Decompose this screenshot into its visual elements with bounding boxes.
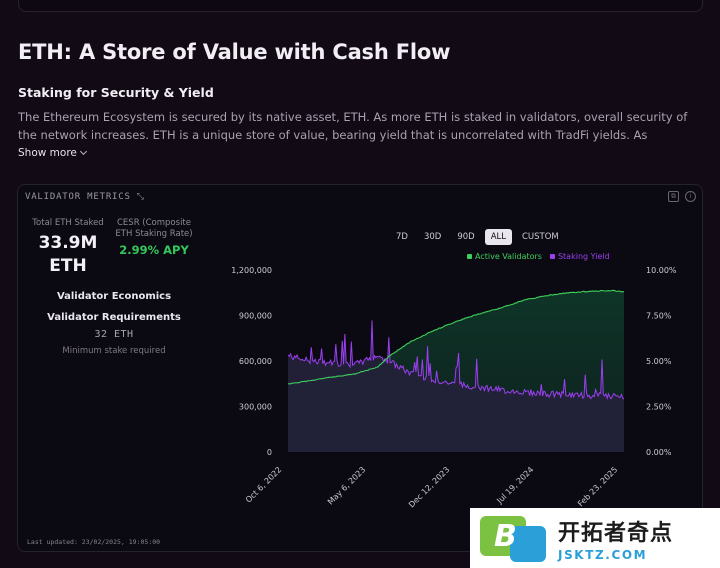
validator-requirements-title: Validator Requirements <box>47 312 181 323</box>
range-tab-all[interactable]: ALL <box>484 229 512 245</box>
collapse-icon[interactable]: ⤡ <box>136 192 145 202</box>
right-axis-tick: 0.00% <box>646 448 672 457</box>
legend-swatch <box>467 254 472 259</box>
validator-requirements-value: 32 ETH <box>94 329 134 340</box>
show-more-label: Show more <box>18 147 77 159</box>
left-axis-tick: 0 <box>267 448 272 457</box>
watermark-logo: B 开拓者奇点 JSKTZ.COM <box>470 508 720 568</box>
card-header: VALIDATOR METRICS ⤡ <box>25 192 145 202</box>
x-axis-tick: Oct 6, 2022 <box>244 465 284 505</box>
cesr-label-line2: ETH Staking Rate) <box>115 229 193 239</box>
staking-yield-line <box>287 320 625 400</box>
logo-text-en: JSKTZ.COM <box>558 547 648 562</box>
previous-card-bottom <box>18 0 703 12</box>
legend-staking-yield[interactable]: Staking Yield <box>549 252 610 261</box>
legend-swatch <box>549 254 555 259</box>
range-tabs: 7D 30D 90D ALL CUSTOM <box>390 229 565 245</box>
logo-mark-icon: B <box>480 512 546 564</box>
left-axis-tick: 300,000 <box>239 403 272 412</box>
card-title: VALIDATOR METRICS <box>25 192 131 202</box>
right-axis-tick: 7.50% <box>646 312 672 321</box>
page-title: ETH: A Store of Value with Cash Flow <box>18 40 451 64</box>
show-more-button[interactable]: Show more <box>18 147 87 159</box>
chart-legend: Active Validators Staking Yield <box>467 252 610 261</box>
left-axis-tick: 600,000 <box>239 357 272 366</box>
x-axis-tick: Feb 23, 2025 <box>576 465 619 508</box>
card-actions: ⧉ i <box>668 191 696 202</box>
total-staked-value-line1: 33.9M <box>38 233 98 253</box>
info-icon[interactable]: i <box>685 191 696 202</box>
x-axis-tick: Jul 19, 2024 <box>495 465 536 506</box>
svg-text:B: B <box>494 519 517 554</box>
x-axis-tick: May 6, 2023 <box>326 465 367 506</box>
section-title: Staking for Security & Yield <box>18 85 214 100</box>
cesr-value: 2.99% APY <box>119 243 189 257</box>
x-axis-tick: Dec 12, 2023 <box>407 465 451 509</box>
legend-active-validators[interactable]: Active Validators <box>467 252 542 261</box>
total-staked-label: Total ETH Staked <box>32 218 104 228</box>
cesr-label-line1: CESR (Composite <box>117 218 191 228</box>
logo-text-cn: 开拓者奇点 <box>558 520 674 546</box>
active-validators-line <box>287 289 625 385</box>
left-axis-tick: 1,200,000 <box>231 266 272 275</box>
right-axis-tick: 10.00% <box>646 266 677 275</box>
range-tab-custom[interactable]: CUSTOM <box>522 232 559 242</box>
last-updated: Last updated: 23/02/2025, 19:05:00 <box>27 538 161 546</box>
total-staked-value-line2: ETH <box>49 256 87 276</box>
legend-label: Staking Yield <box>557 252 610 261</box>
range-tab-30d[interactable]: 30D <box>423 232 442 242</box>
section-description: The Ethereum Ecosystem is secured by its… <box>18 110 688 142</box>
validator-requirements-note: Minimum stake required <box>62 346 166 356</box>
legend-label: Active Validators <box>475 252 542 261</box>
copy-icon[interactable]: ⧉ <box>668 191 679 202</box>
left-axis-tick: 900,000 <box>239 312 272 321</box>
right-axis-tick: 2.50% <box>646 403 672 412</box>
right-axis-tick: 5.00% <box>646 357 672 366</box>
staking-yield-area <box>288 320 624 452</box>
validator-chart: 1,200,000 900,000 600,000 300,000 0 10.00% 7.5… <box>231 266 677 509</box>
chevron-down-icon <box>79 147 87 156</box>
validator-metrics-card: VALIDATOR METRICS ⤡ ⧉ i Total ETH Staked… <box>17 184 703 552</box>
range-tab-7d[interactable]: 7D <box>396 232 408 242</box>
range-tab-90d[interactable]: 90D <box>457 232 475 242</box>
validator-economics-title: Validator Economics <box>56 291 172 302</box>
